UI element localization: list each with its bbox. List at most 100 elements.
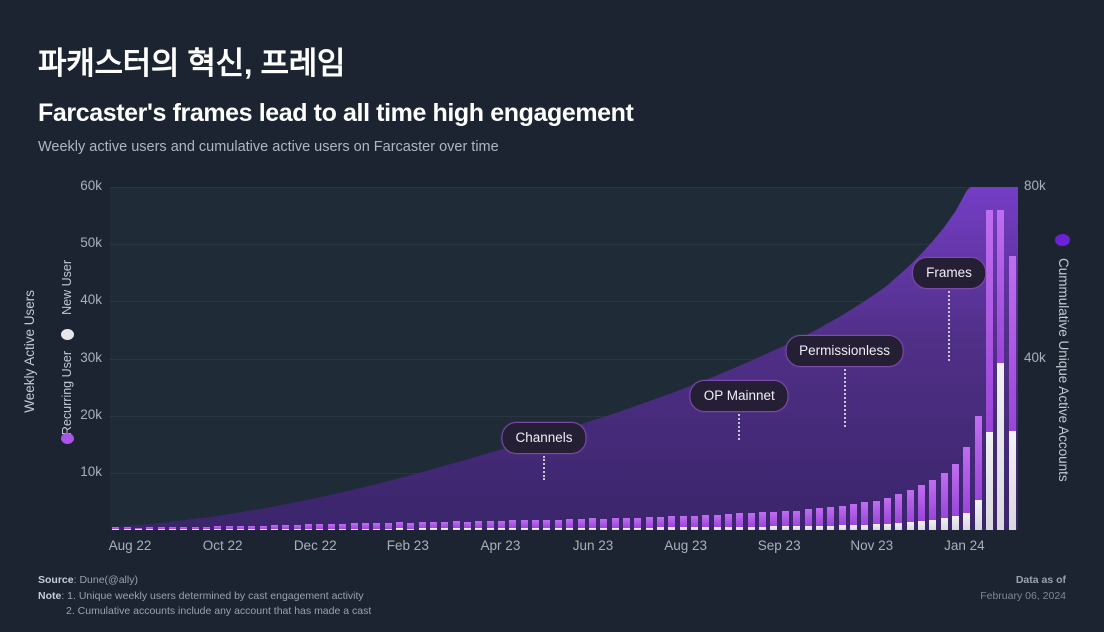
bar-stack[interactable] (305, 524, 313, 530)
bar-stack[interactable] (134, 527, 142, 530)
bar-stack[interactable] (123, 527, 131, 530)
bar-stack[interactable] (952, 464, 960, 530)
bar-stack[interactable] (509, 520, 517, 530)
bar-stack[interactable] (656, 516, 664, 530)
bar-stack[interactable] (282, 524, 290, 530)
bar-stack[interactable] (520, 520, 528, 530)
bar-stack[interactable] (191, 526, 199, 530)
bar-stack[interactable] (418, 522, 426, 530)
bar-stack[interactable] (668, 516, 676, 530)
bar-stack[interactable] (588, 518, 596, 530)
bar-stack[interactable] (248, 525, 256, 530)
bar-stack[interactable] (157, 527, 165, 530)
bar-stack[interactable] (725, 514, 733, 530)
bar-stack[interactable] (611, 518, 619, 530)
bar-stack[interactable] (214, 526, 222, 530)
bar-stack[interactable] (112, 527, 120, 530)
bar-stack[interactable] (350, 523, 358, 530)
bar-stack[interactable] (1008, 255, 1016, 530)
bar-stack[interactable] (237, 525, 245, 530)
bar-stack[interactable] (781, 511, 789, 530)
bar-stack[interactable] (543, 519, 551, 530)
bar-segment-new-user (191, 529, 199, 530)
bar-stack[interactable] (202, 526, 210, 530)
bar-stack[interactable] (373, 523, 381, 530)
bar-segment-new-user (963, 512, 971, 530)
bar-stack[interactable] (566, 519, 574, 530)
bar-stack[interactable] (475, 520, 483, 530)
bar-stack[interactable] (861, 502, 869, 530)
bar-stack[interactable] (929, 479, 937, 530)
bar-segment-recurring-user (464, 521, 472, 529)
bar-stack[interactable] (464, 521, 472, 530)
bar-stack[interactable] (997, 209, 1005, 530)
bar-stack[interactable] (770, 511, 778, 530)
bar-stack[interactable] (691, 515, 699, 530)
bar-segment-new-user (986, 431, 994, 530)
weekly-bars-series (110, 187, 1018, 530)
bar-stack[interactable] (316, 524, 324, 530)
bar-stack[interactable] (736, 513, 744, 530)
bar-segment-recurring-user (191, 526, 199, 530)
bar-stack[interactable] (339, 523, 347, 530)
bar-stack[interactable] (486, 520, 494, 530)
bar-stack[interactable] (702, 515, 710, 530)
bar-stack[interactable] (168, 527, 176, 530)
bar-stack[interactable] (918, 484, 926, 530)
bar-stack[interactable] (895, 493, 903, 530)
bar-stack[interactable] (815, 508, 823, 530)
bar-stack[interactable] (554, 519, 562, 530)
bar-stack[interactable] (747, 512, 755, 530)
annotation-pill[interactable]: Frames (912, 257, 986, 289)
bar-stack[interactable] (759, 512, 767, 530)
bar-stack[interactable] (384, 522, 392, 530)
bar-stack[interactable] (146, 527, 154, 530)
bar-stack[interactable] (906, 490, 914, 530)
bar-stack[interactable] (577, 518, 585, 530)
bar-stack[interactable] (804, 509, 812, 530)
y-tick-left: 40k (80, 292, 102, 308)
bar-segment-new-user (815, 525, 823, 530)
bar-stack[interactable] (974, 415, 982, 530)
bar-stack[interactable] (872, 500, 880, 530)
bar-stack[interactable] (407, 522, 415, 530)
bar-stack[interactable] (441, 521, 449, 530)
bar-stack[interactable] (963, 447, 971, 530)
bar-stack[interactable] (452, 521, 460, 530)
bar-stack[interactable] (180, 526, 188, 530)
bar-stack[interactable] (827, 507, 835, 530)
bar-segment-recurring-user (781, 511, 789, 527)
y-tick-left: 50k (80, 235, 102, 251)
gridline (110, 358, 1018, 360)
bar-stack[interactable] (793, 510, 801, 530)
bar-stack[interactable] (679, 516, 687, 530)
bar-stack[interactable] (838, 505, 846, 530)
bar-stack[interactable] (225, 526, 233, 530)
bar-segment-new-user (339, 528, 347, 530)
legend-dot-new-user (61, 329, 74, 340)
bar-stack[interactable] (622, 517, 630, 530)
bar-segment-new-user (611, 527, 619, 530)
bar-stack[interactable] (395, 522, 403, 530)
bar-stack[interactable] (361, 523, 369, 530)
bar-stack[interactable] (600, 518, 608, 530)
annotation-pill[interactable]: OP Mainnet (689, 380, 789, 412)
bar-stack[interactable] (429, 521, 437, 530)
bar-stack[interactable] (940, 473, 948, 530)
annotation-pill[interactable]: Channels (501, 422, 587, 454)
bar-stack[interactable] (713, 514, 721, 530)
note-line-2: 2. Cumulative accounts include any accou… (66, 605, 372, 618)
bar-stack[interactable] (498, 520, 506, 530)
bar-stack[interactable] (293, 524, 301, 530)
bar-stack[interactable] (883, 498, 891, 530)
bar-stack[interactable] (986, 209, 994, 530)
bar-stack[interactable] (634, 517, 642, 530)
bar-stack[interactable] (327, 524, 335, 530)
bar-stack[interactable] (259, 525, 267, 530)
annotation-pill[interactable]: Permissionless (785, 335, 904, 367)
bar-stack[interactable] (532, 520, 540, 530)
bar-stack[interactable] (271, 525, 279, 530)
bar-stack[interactable] (849, 504, 857, 530)
bar-stack[interactable] (645, 517, 653, 530)
note-line-1: : 1. Unique weekly users determined by c… (61, 589, 364, 602)
